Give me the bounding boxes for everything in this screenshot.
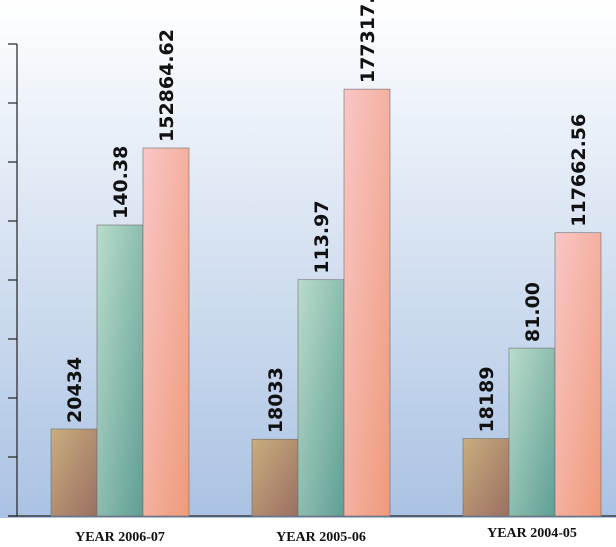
bar-value-label: 177317.32 [357,0,379,83]
bar-value-label: 152864.62 [156,29,178,142]
bar-value-label: 18033 [265,367,287,433]
category-label: YEAR 2006-07 [75,530,165,545]
value-labels: 20434 140.38 152864.62 18033 113.97 177317.32… [64,0,590,433]
bar [554,232,602,517]
bar [462,438,510,517]
bars [50,88,602,517]
bar-value-label: 81.00 [522,282,544,342]
bar [343,88,391,517]
bar-value-label: 113.97 [311,200,333,273]
category-labels: YEAR 2006-07 YEAR 2005-06 YEAR 2004-05 [75,526,577,545]
bar-value-label: 140.38 [110,146,132,219]
category-label: YEAR 2004-05 [487,526,577,541]
bar [96,224,144,517]
bar-value-label: 20434 [64,357,86,423]
bar [508,347,556,517]
bar [142,147,190,517]
bar [50,428,98,517]
category-label: YEAR 2005-06 [276,530,366,545]
bar [297,279,345,517]
bar [251,438,299,517]
bar-value-label: 117662.56 [568,114,590,227]
bar-value-label: 18189 [476,366,498,432]
